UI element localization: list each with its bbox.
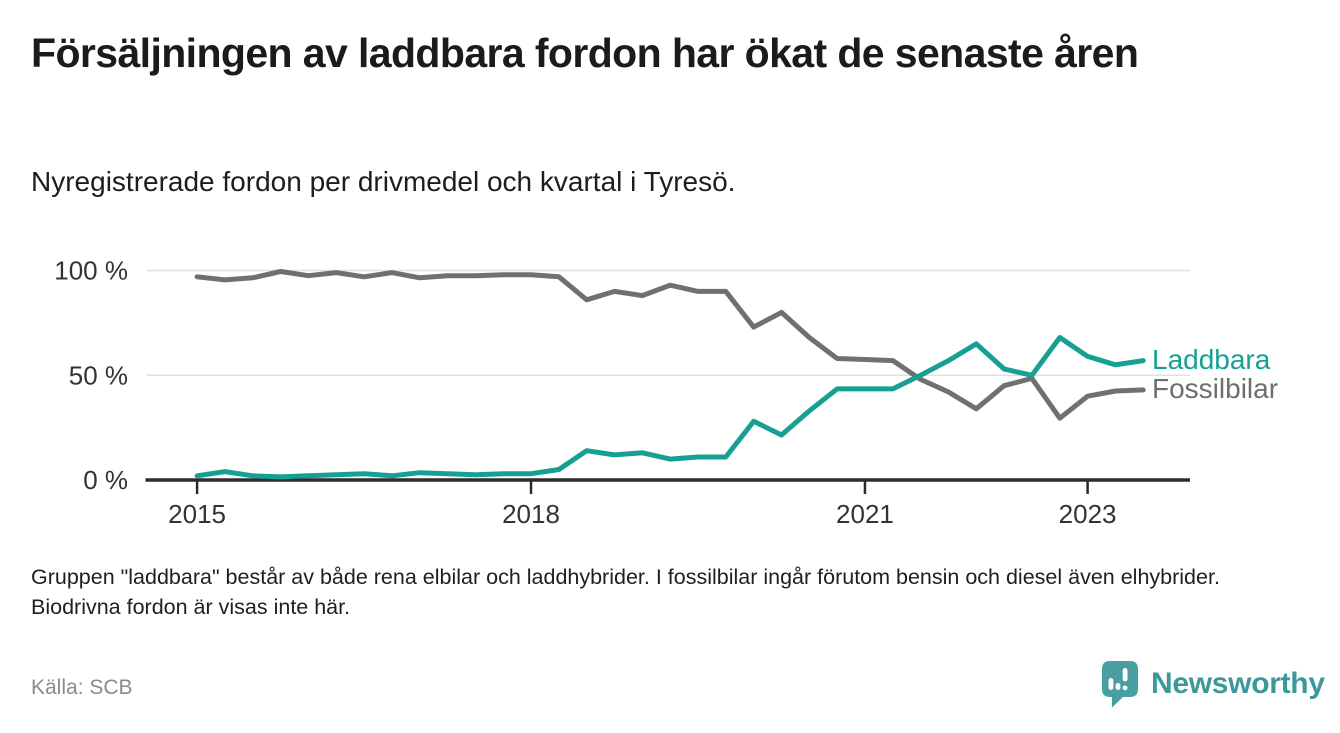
series-line-laddbara xyxy=(194,335,1146,480)
x-tick-label: 2015 xyxy=(168,499,226,529)
series-line-fossilbilar xyxy=(194,269,1146,421)
y-tick-label: 50 % xyxy=(69,360,128,390)
x-tick-label: 2018 xyxy=(502,499,560,529)
chart-title: Försäljningen av laddbara fordon har öka… xyxy=(31,30,1139,76)
y-tick-label: 0 % xyxy=(83,465,128,495)
chart-subtitle: Nyregistrerade fordon per drivmedel och … xyxy=(31,166,736,197)
source-label: Källa: SCB xyxy=(31,676,133,699)
legend-label-laddbara: Laddbara xyxy=(1152,343,1271,375)
legend-label-fossilbilar: Fossilbilar xyxy=(1152,372,1279,404)
newsworthy-logo-icon xyxy=(1102,661,1138,708)
y-tick-label: 100 % xyxy=(54,256,128,286)
footnote: Gruppen "laddbara" består av både rena e… xyxy=(31,565,1220,619)
x-tick-label: 2023 xyxy=(1059,499,1117,529)
brand-lockup: Newsworthy xyxy=(1098,658,1325,710)
x-tick-label: 2021 xyxy=(836,499,894,529)
newsworthy-brand-text: Newsworthy xyxy=(1151,667,1325,700)
